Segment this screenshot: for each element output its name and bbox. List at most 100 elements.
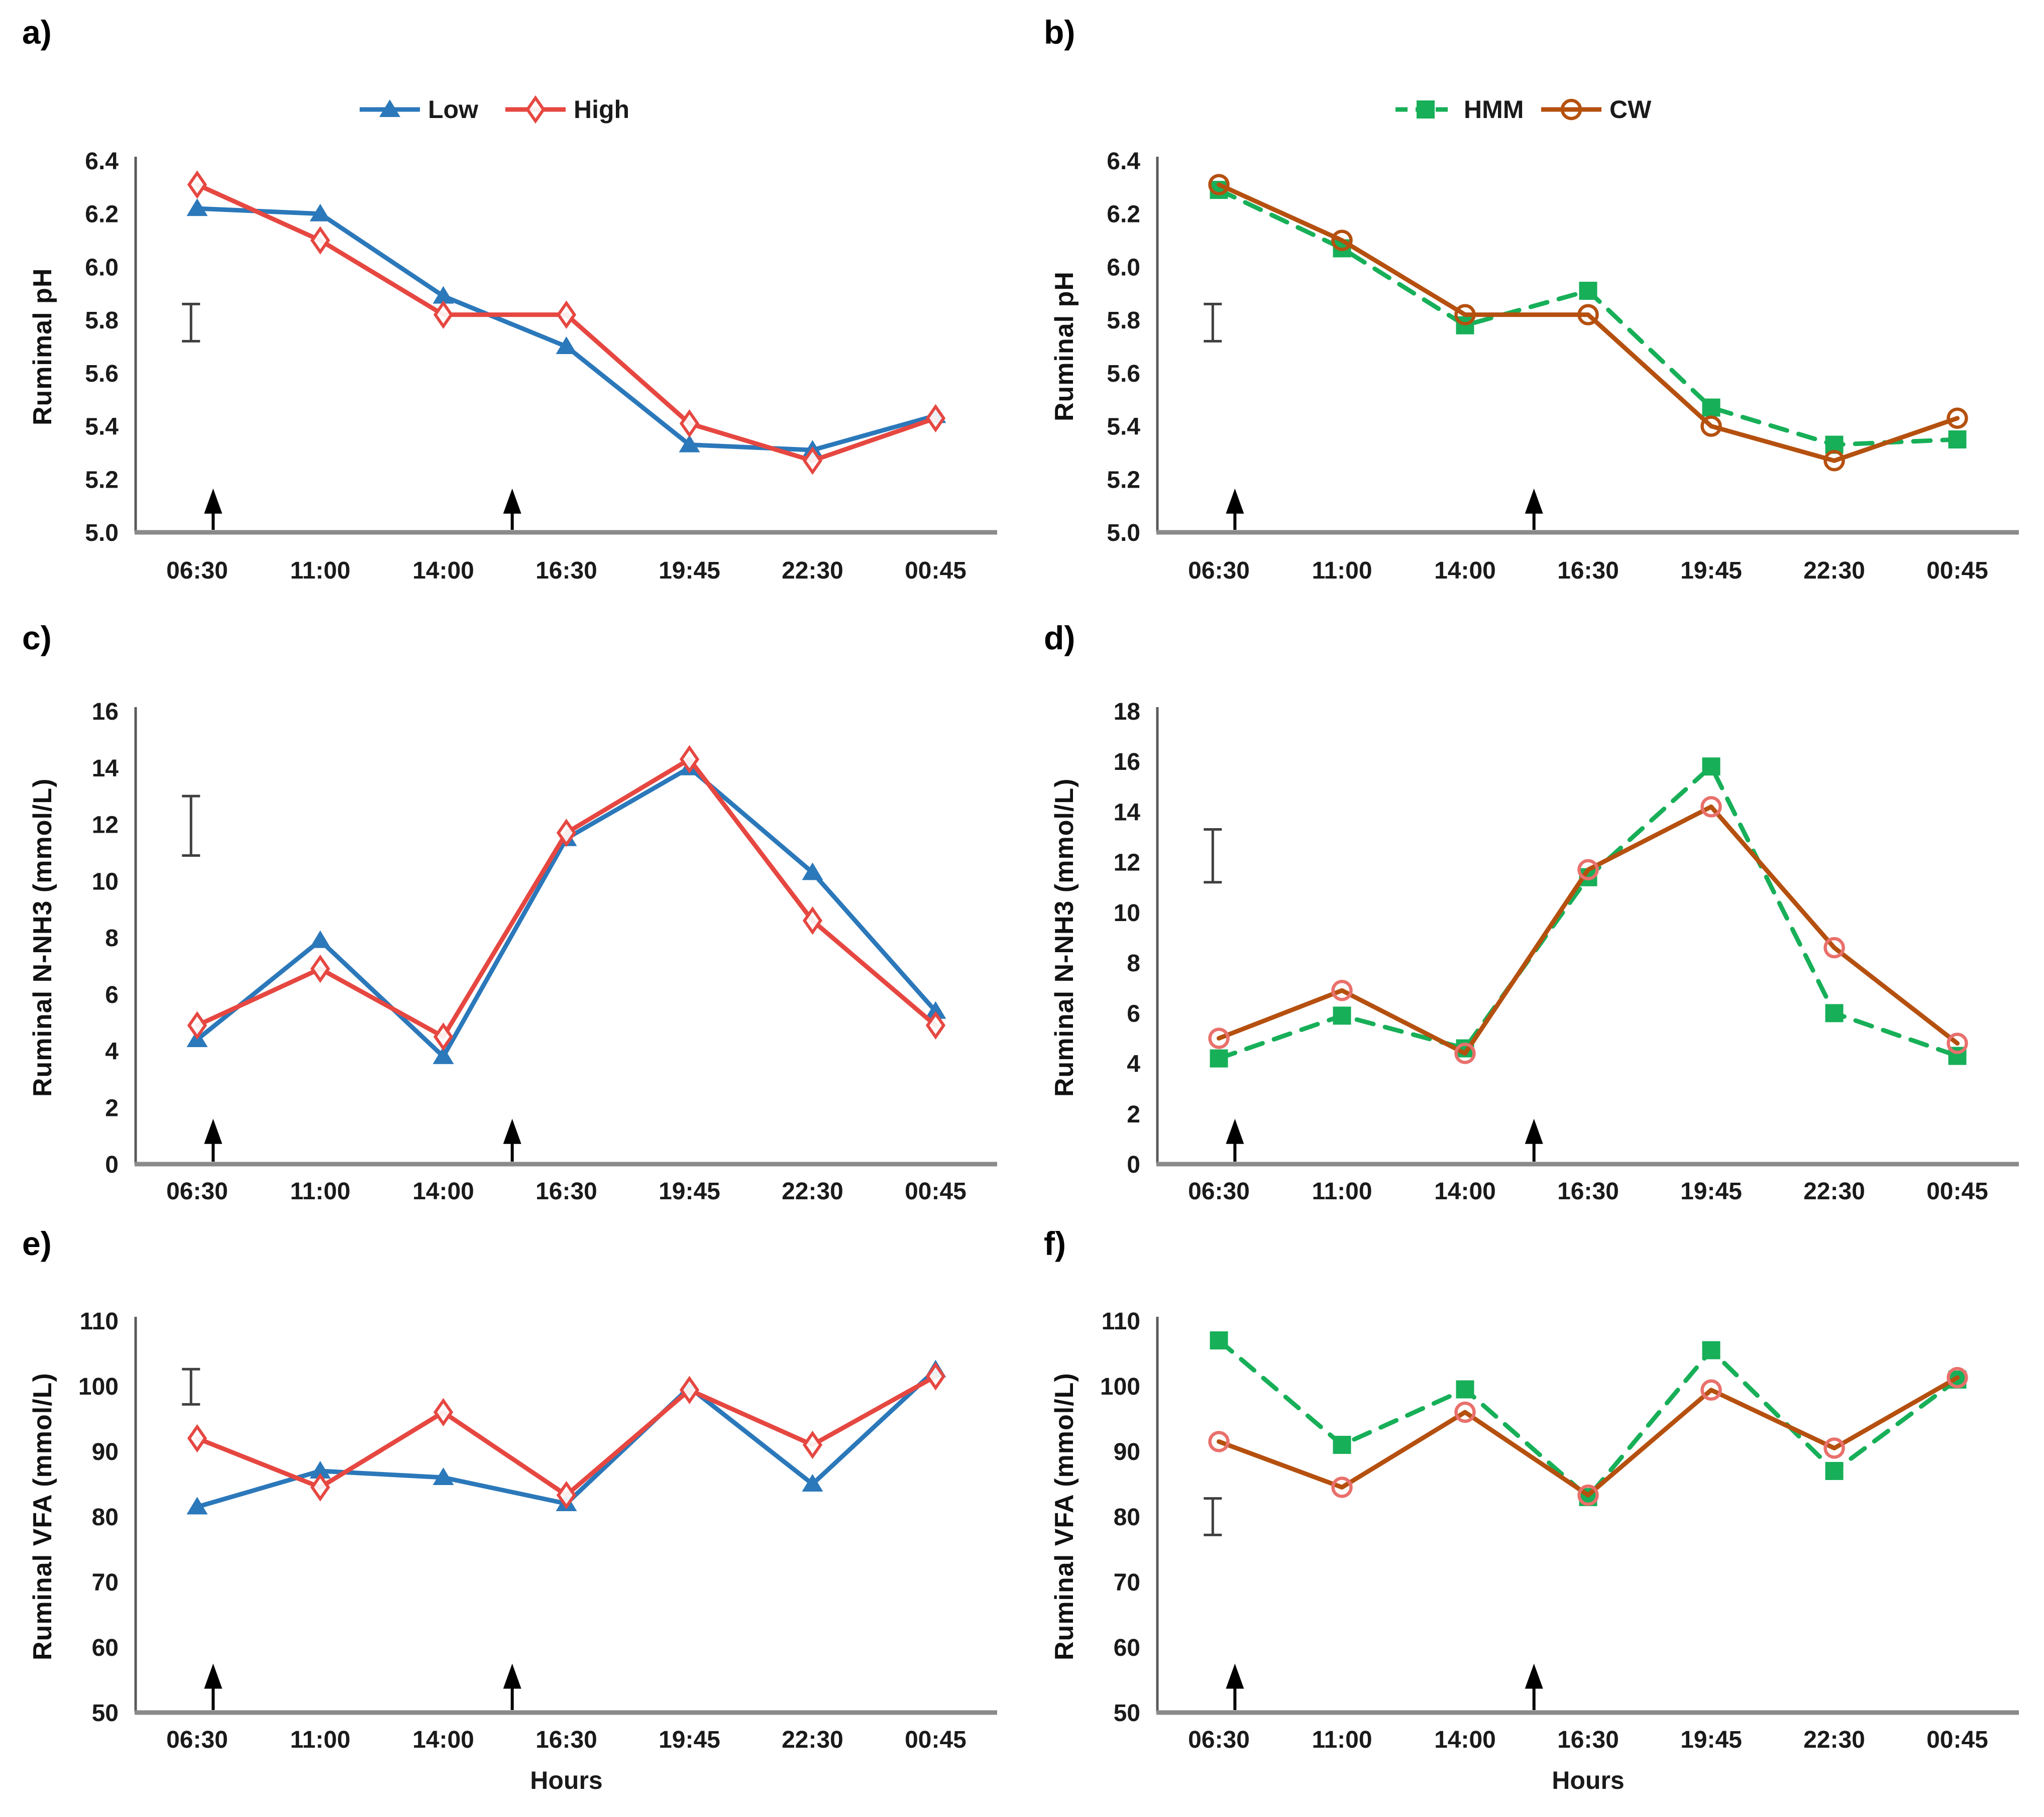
- data-point-circle: [1208, 1431, 1230, 1452]
- y-tick-label: 5.4: [1107, 414, 1140, 440]
- x-tick-label: 06:30: [166, 557, 228, 584]
- x-tick-label: 19:45: [1680, 1178, 1742, 1205]
- x-tick-label: 11:00: [1312, 1178, 1372, 1205]
- x-tick-label: 22:30: [1803, 1178, 1865, 1205]
- y-tick-label: 90: [1114, 1439, 1140, 1465]
- data-point-diamond: [802, 1430, 823, 1459]
- y-tick-label: 4: [105, 1039, 119, 1065]
- data-point-circle: [1947, 1033, 1968, 1054]
- data-point-triangle: [802, 862, 823, 880]
- x-tick-label: 22:30: [1803, 1727, 1865, 1753]
- data-point-triangle: [379, 99, 400, 117]
- panel-label-d: d): [1044, 619, 1075, 656]
- data-point-diamond: [433, 1398, 454, 1427]
- data-point-circle: [1577, 1484, 1599, 1506]
- y-tick-label: 110: [1102, 1308, 1140, 1335]
- x-tick-label: 00:45: [905, 1727, 966, 1753]
- legend-label: Low: [428, 95, 478, 124]
- data-point-triangle: [309, 203, 331, 221]
- x-tick-label: 11:00: [290, 1178, 350, 1205]
- x-tick-label: 14:00: [412, 1178, 474, 1205]
- y-tick-label: 12: [1114, 850, 1140, 876]
- data-point-circle: [1947, 407, 1968, 429]
- x-tick-label: 00:45: [1926, 1727, 1988, 1753]
- data-point-circle: [1823, 937, 1845, 959]
- x-tick-label: 16:30: [535, 1178, 597, 1205]
- y-tick-label: 8: [105, 925, 119, 952]
- data-point-circle: [1700, 415, 1722, 437]
- x-tick-label: 14:00: [1434, 1178, 1496, 1205]
- data-point-circle: [1454, 1401, 1476, 1423]
- data-point-square: [1948, 430, 1967, 448]
- x-tick-label: 06:30: [166, 1178, 228, 1205]
- data-point-circle: [1331, 230, 1353, 251]
- chart-canvas-a: 5.0 5.2 5.4 5.6 5.8 6.0 6.2 6.4 06:30 11:00 14:00 1…: [85, 95, 997, 584]
- x-tick-label: 06:30: [166, 1727, 228, 1753]
- y-tick-label: 5.4: [85, 414, 119, 440]
- x-axis-title: Hours: [1552, 1766, 1625, 1794]
- x-tick-label: 19:45: [1680, 1727, 1742, 1753]
- y-tick-label: 4: [1127, 1051, 1140, 1078]
- data-point-circle: [1454, 304, 1476, 325]
- data-point-diamond: [187, 1424, 207, 1453]
- panel-f: f) Ruminal VFA (mmol/L) 50 60 70 80 90 100 110…: [1022, 1211, 2044, 1817]
- x-tick-label: 16:30: [1557, 1727, 1619, 1753]
- data-point-square: [1333, 1436, 1351, 1454]
- data-point-circle: [1947, 1367, 1968, 1389]
- y-tick-label: 18: [1114, 699, 1140, 725]
- panel-b: b) Ruminal pH 5.0 5.2 5.4 5.6 5.8 6.0 6.2 6.4 06…: [1022, 0, 2044, 606]
- data-point-circle: [1208, 1028, 1230, 1049]
- data-point-diamond: [679, 409, 700, 438]
- data-point-square: [1456, 1380, 1474, 1399]
- data-point-triangle: [309, 930, 331, 948]
- y-tick-label: 6.2: [85, 201, 119, 228]
- series-line-HMM: [1217, 764, 1960, 1061]
- y-tick-label: 100: [1100, 1374, 1140, 1400]
- x-tick-label: 19:45: [1680, 557, 1742, 584]
- y-tick-label: 0: [105, 1152, 119, 1178]
- data-point-triangle: [186, 1497, 208, 1515]
- data-point-triangle: [433, 286, 454, 304]
- y-tick-label: 60: [1114, 1635, 1140, 1661]
- x-tick-label: 16:30: [1557, 557, 1619, 584]
- y-tick-label: 6.0: [1107, 254, 1140, 281]
- data-point-square: [1702, 757, 1720, 776]
- legend-label: CW: [1609, 95, 1652, 124]
- y-tick-label: 70: [92, 1569, 119, 1596]
- series-line-HMM: [1217, 1338, 1960, 1500]
- x-tick-label: 16:30: [1557, 1178, 1619, 1205]
- y-tick-label: 5.8: [85, 307, 119, 334]
- x-tick-label: 22:30: [1803, 557, 1865, 584]
- x-tick-label: 00:45: [1926, 557, 1988, 584]
- feeding-arrow-head: [1525, 1663, 1543, 1689]
- series-line-Low: [195, 765, 938, 1059]
- x-tick-label: 19:45: [659, 1727, 720, 1753]
- data-point-circle: [1577, 859, 1599, 880]
- series-line-Low: [195, 206, 938, 452]
- x-tick-label: 16:30: [535, 1727, 597, 1753]
- data-point-circle: [1208, 174, 1230, 195]
- y-tick-label: 50: [1114, 1700, 1140, 1727]
- data-point-square: [1579, 282, 1597, 300]
- data-point-square: [1702, 398, 1720, 417]
- data-point-diamond: [925, 404, 946, 432]
- data-point-diamond: [310, 1473, 331, 1502]
- feeding-arrow-head: [204, 488, 223, 514]
- feeding-arrow-head: [1226, 488, 1244, 514]
- data-point-triangle: [802, 1474, 823, 1492]
- data-point-square: [1210, 1049, 1228, 1068]
- feeding-arrow-head: [1226, 1663, 1244, 1689]
- y-tick-label: 14: [92, 755, 119, 782]
- data-point-diamond: [802, 906, 823, 935]
- x-tick-label: 19:45: [659, 1178, 720, 1205]
- x-tick-label: 00:45: [905, 1178, 966, 1205]
- series-line-High: [195, 1374, 938, 1498]
- chart-canvas-c: 0 2 4 6 8 10 12 14 16 06:30 11:00 14:00 16:30 19:45 22…: [92, 699, 997, 1205]
- data-point-circle: [1331, 1477, 1353, 1498]
- panel-label-f: f): [1044, 1225, 1066, 1262]
- data-point-circle: [1823, 450, 1845, 472]
- data-point-circle: [1700, 796, 1722, 818]
- y-tick-label: 110: [80, 1308, 119, 1335]
- feeding-arrow-head: [1525, 1118, 1543, 1144]
- x-tick-label: 22:30: [782, 1178, 843, 1205]
